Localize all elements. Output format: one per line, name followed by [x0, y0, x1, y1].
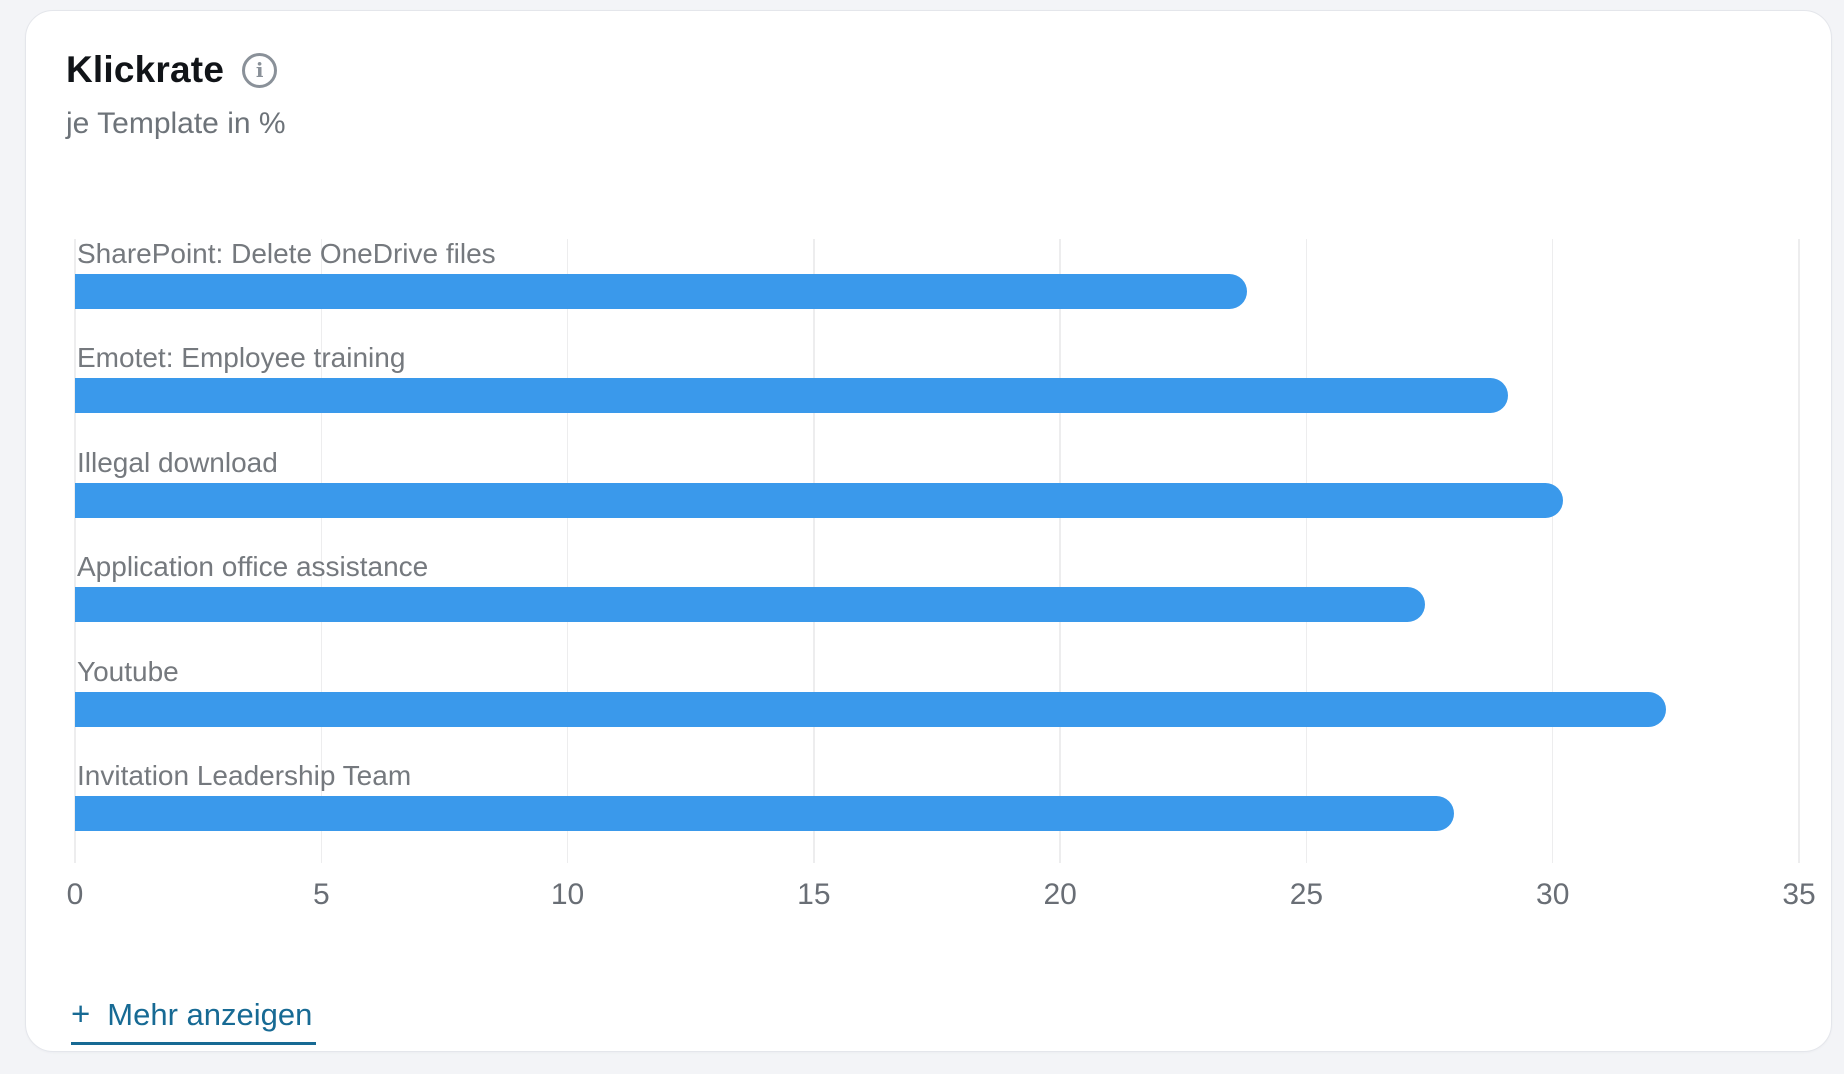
bar: [75, 587, 1425, 622]
x-tick-label: 5: [312, 878, 330, 911]
klickrate-card: Klickrate i je Template in % 0 5 10 15 20 25 3…: [25, 10, 1832, 1052]
x-tick-label: 35: [1782, 878, 1816, 911]
show-more-label: Mehr anzeigen: [107, 997, 313, 1032]
bar: [75, 274, 1248, 309]
bar: [75, 692, 1666, 727]
bar-chart: 0 5 10 15 20 25 30 35 SharePoint: Delete OneDriv…: [26, 11, 1831, 1051]
info-icon[interactable]: i: [242, 52, 278, 88]
bar-label: Illegal download: [77, 447, 278, 478]
bar-label: Emotet: Employee training: [77, 342, 406, 373]
gridline: [1551, 239, 1554, 863]
bar: [75, 796, 1455, 831]
gridline: [320, 239, 323, 863]
bar-label: Invitation Leadership Team: [77, 760, 412, 791]
gridline: [566, 239, 569, 863]
gridline: [1798, 239, 1800, 863]
plus-icon: +: [71, 995, 91, 1032]
x-tick-label: 0: [66, 878, 84, 911]
bar-label: Application office assistance: [77, 551, 429, 582]
x-tick-label: 30: [1536, 878, 1570, 911]
x-tick-label: 25: [1289, 878, 1324, 911]
show-more-link[interactable]: + Mehr anzeigen: [71, 995, 317, 1045]
gridline: [1305, 239, 1308, 863]
bar-label: Youtube: [77, 656, 179, 687]
card-title: Klickrate: [66, 49, 225, 90]
gridline: [1059, 239, 1061, 863]
bar: [75, 483, 1563, 518]
bar-label: SharePoint: Delete OneDrive files: [77, 238, 496, 269]
gridline: [813, 239, 815, 863]
x-tick-label: 10: [550, 878, 585, 911]
card-subtitle: je Template in %: [66, 107, 286, 140]
gridline: [74, 239, 76, 863]
x-tick-label: 20: [1043, 878, 1077, 911]
card-header: Klickrate i: [66, 49, 278, 91]
x-tick-label: 15: [797, 878, 831, 911]
bar: [75, 378, 1509, 413]
